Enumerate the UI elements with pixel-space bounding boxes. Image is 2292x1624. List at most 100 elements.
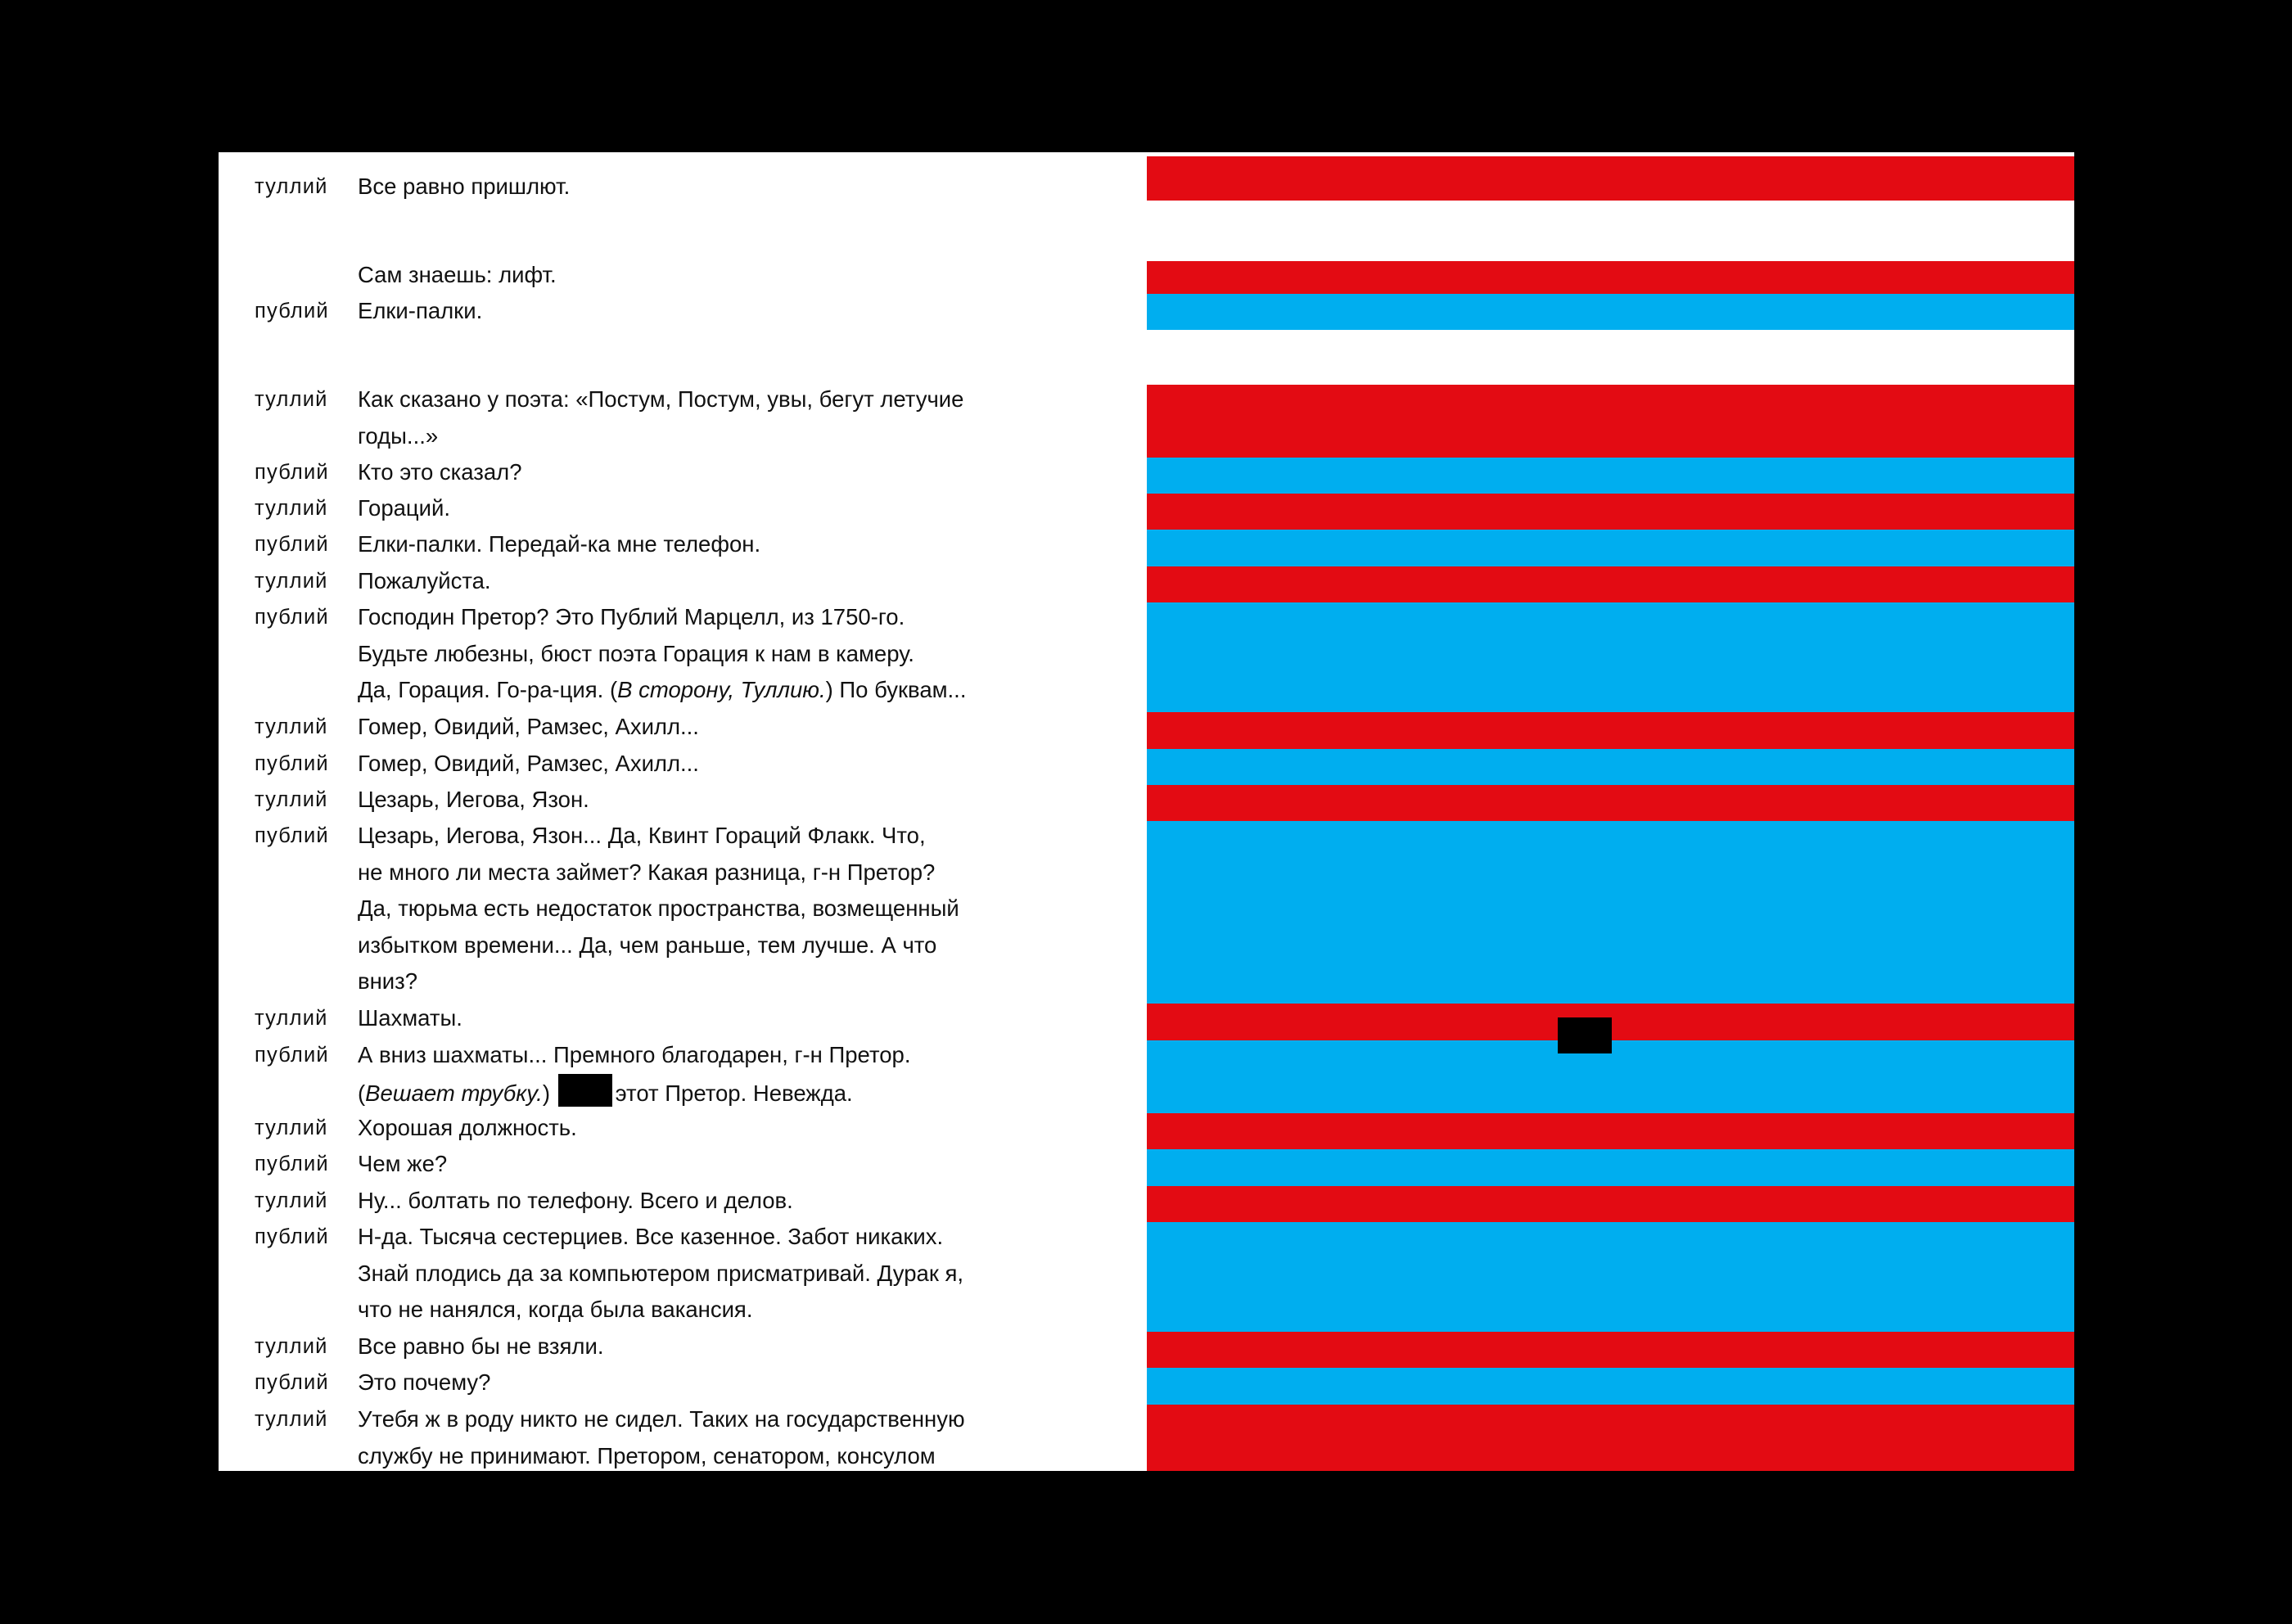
speaker-bar-tullius (1147, 261, 2074, 294)
speaker-bar-publius (1147, 294, 2074, 330)
speaker-label: туллий (255, 1007, 328, 1030)
speech-lines: Шахматы. (346, 1000, 1122, 1037)
speech-lines: Как сказано у поэта: «Постум, Постум, ув… (346, 381, 1122, 454)
speech-lines: Все равно пришлют. (346, 169, 1122, 205)
speaker-label: публий (255, 606, 329, 629)
speech-line: службу не принимают. Претором, сенатором… (358, 1442, 936, 1468)
speech-lines: Гомер, Овидий, Рамзес, Ахилл... (346, 709, 1122, 746)
speech-line: Пожалуйста. (358, 568, 491, 593)
speech-line: Как сказано у поэта: «Постум, Постум, ув… (358, 386, 964, 412)
speech-block: публий А вниз шахматы... Премного благода… (255, 1037, 1122, 1112)
speaker-bar-tullius (1147, 1332, 2074, 1368)
speech-line: Цезарь, Иегова, Язон... Да, Квинт Гораци… (358, 823, 926, 848)
stage-direction: В сторону, Туллию. (617, 677, 826, 702)
speech-line: годы...» (358, 422, 439, 449)
speaker-bar-tullius (1147, 156, 2074, 201)
speaker-label: туллий (255, 388, 328, 411)
speech-line: Н-да. Тысяча сестерциев. Все казенное. З… (358, 1224, 944, 1249)
speaker-label: публий (255, 1225, 329, 1248)
speech-line: Да, Горация. Го-ра-ция. (В сторону, Тулл… (358, 677, 967, 702)
speech-lines: Хорошая должность. (346, 1110, 1122, 1147)
speech-line: Утебя ж в роду никто не сидел. Таких на … (358, 1406, 965, 1432)
speech-block: туллий Все равно бы не взяли. (255, 1329, 1122, 1365)
speech-line: Чем же? (358, 1151, 448, 1176)
speaker-timeline-bars (1147, 152, 2074, 1471)
speaker-bar-publius (1147, 1368, 2074, 1405)
speech-line: вниз? (358, 968, 418, 994)
speech-line: не много ли места займет? Какая разница,… (358, 859, 936, 885)
speaker-bar-tullius (1147, 1113, 2074, 1149)
speech-lines: Гораций. (346, 490, 1122, 527)
speech-lines: Н-да. Тысяча сестерциев. Все казенное. З… (346, 1219, 1122, 1329)
speaker-bar-publius (1147, 602, 2074, 712)
speech-line: Елки-палки. (358, 298, 483, 323)
speech-block: туллий Ну... болтать по телефону. Всего и… (255, 1183, 1122, 1220)
speech-line: избытком времени... Да, чем раньше, тем … (358, 932, 937, 958)
speaker-bar-publius (1147, 458, 2074, 494)
speech-line: Это почему? (358, 1369, 491, 1395)
speech-line: Хорошая должность. (358, 1115, 577, 1140)
speaker-bar-publius (1147, 1222, 2074, 1332)
speech-line: Сам знаешь: лифт. (358, 262, 557, 287)
speaker-label: публий (255, 461, 329, 484)
speech-line: А вниз шахматы... Премного благодарен, г… (358, 1042, 911, 1067)
bar-redaction-box-icon (1558, 1017, 1612, 1053)
speech-lines: Сам знаешь: лифт. (346, 257, 1122, 294)
speech-block: публий Цезарь, Иегова, Язон... Да, Квинт … (255, 818, 1122, 1000)
speech-line: Знай плодись да за компьютером присматри… (358, 1260, 964, 1286)
speaker-bar-tullius (1147, 712, 2074, 749)
speech-line: что не нанялся, когда была вакансия. (358, 1297, 753, 1322)
speaker-bar-publius (1147, 821, 2074, 1004)
speaker-label: туллий (255, 1189, 328, 1212)
speaker-label: туллий (255, 570, 328, 593)
speech-block: туллий Пожалуйста. (255, 563, 1122, 600)
speech-line: Гомер, Овидий, Рамзес, Ахилл... (358, 751, 699, 776)
speaker-label: публий (255, 824, 329, 847)
speaker-bar-publius (1147, 749, 2074, 785)
speech-block: туллий Хорошая должность. (255, 1110, 1122, 1147)
speaker-bar-tullius (1147, 385, 2074, 458)
speech-line: Да, тюрьма есть недостаток пространства,… (358, 895, 959, 921)
speaker-label: публий (255, 752, 329, 775)
script-text-column: туллий Все равно пришлют. Сам знаешь: лифт… (219, 152, 1147, 1471)
speech-lines: А вниз шахматы... Премного благодарен, г… (346, 1037, 1122, 1112)
speech-block: туллий Шахматы. (255, 1000, 1122, 1037)
speech-lines: Господин Претор? Это Публий Марцелл, из … (346, 599, 1122, 709)
speaker-bar-tullius (1147, 1186, 2074, 1222)
speech-lines: Все равно бы не взяли. (346, 1329, 1122, 1365)
speaker-label: туллий (255, 1335, 328, 1358)
speech-block: публий Н-да. Тысяча сестерциев. Все казен… (255, 1219, 1122, 1329)
speaker-label: туллий (255, 715, 328, 738)
speaker-label: туллий (255, 1408, 328, 1431)
speech-lines: Утебя ж в роду никто не сидел. Таких на … (346, 1401, 1122, 1471)
speaker-label: публий (255, 1371, 329, 1394)
speaker-label: публий (255, 533, 329, 556)
speech-block: публий Елки-палки. Передай-ка мне телефон… (255, 526, 1122, 563)
speech-block: публий Гомер, Овидий, Рамзес, Ахилл... (255, 746, 1122, 783)
speech-block: туллий Гораций. (255, 490, 1122, 527)
speaker-bar-publius (1147, 530, 2074, 566)
speech-block: публий Елки-палки. (255, 293, 1122, 330)
script-page-sheet: туллий Все равно пришлют. Сам знаешь: лифт… (219, 152, 2074, 1471)
speaker-bar-tullius (1147, 1405, 2074, 1471)
speaker-label: публий (255, 1044, 329, 1067)
speech-lines: Цезарь, Иегова, Язон. (346, 782, 1122, 819)
speech-lines: Ну... болтать по телефону. Всего и делов… (346, 1183, 1122, 1220)
speech-line: Елки-палки. Передай-ка мне телефон. (358, 531, 761, 557)
speech-line: Гомер, Овидий, Рамзес, Ахилл... (358, 714, 699, 739)
speech-line: Кто это сказал? (358, 459, 522, 485)
speech-lines: Это почему? (346, 1365, 1122, 1401)
stage-direction: Вешает трубку. (365, 1080, 543, 1106)
speech-block: туллий Как сказано у поэта: «Постум, Пост… (255, 381, 1122, 454)
speech-block: туллий Все равно пришлют. (255, 169, 1122, 205)
speaker-label: туллий (255, 1116, 328, 1139)
speaker-label: публий (255, 1153, 329, 1175)
speech-line: (Вешает трубку.) этот Претор. Невежда. (358, 1073, 1122, 1112)
speech-line: Все равно бы не взяли. (358, 1333, 604, 1359)
redaction-box-icon (557, 1073, 612, 1107)
speech-lines: Чем же? (346, 1146, 1122, 1183)
speech-lines: Кто это сказал? (346, 454, 1122, 491)
speech-line: Все равно пришлют. (358, 174, 571, 199)
speech-line: Цезарь, Иегова, Язон. (358, 787, 589, 812)
speech-block: туллий Цезарь, Иегова, Язон. (255, 782, 1122, 819)
